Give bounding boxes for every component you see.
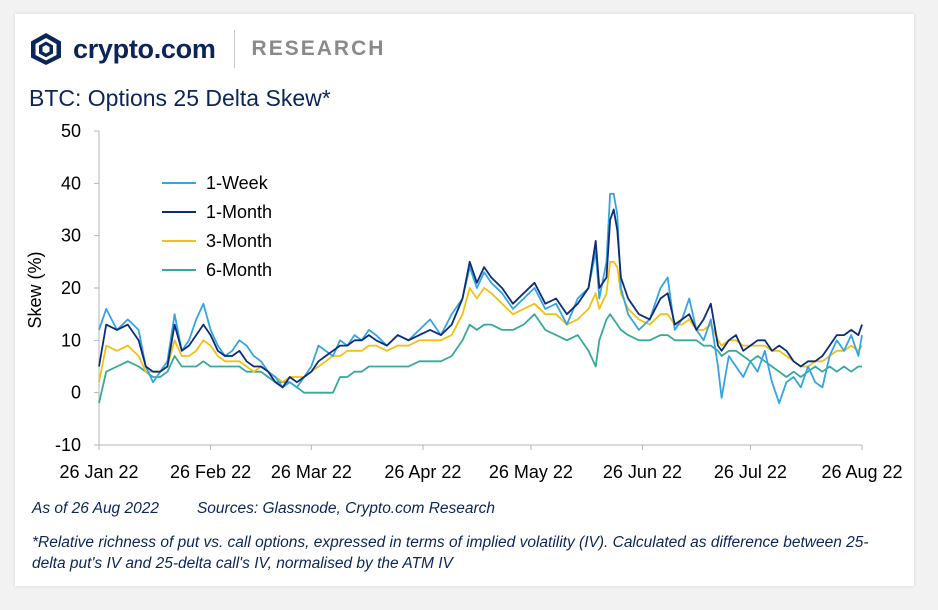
x-tick-label: 26 May 22 bbox=[489, 462, 573, 482]
crypto-com-logo-icon bbox=[31, 33, 61, 65]
y-axis-label: Skew (%) bbox=[25, 251, 45, 328]
legend-label-6-month: 6-Month bbox=[206, 260, 272, 280]
series-line-1-month bbox=[98, 208, 863, 389]
legend-label-1-month: 1-Month bbox=[206, 202, 272, 222]
chart-title: BTC: Options 25 Delta Skew* bbox=[29, 85, 331, 111]
chart-card bbox=[15, 14, 914, 586]
legend-label-3-month: 3-Month bbox=[206, 231, 272, 251]
y-tick-label: 0 bbox=[71, 383, 81, 403]
series-line-3-month bbox=[98, 260, 863, 384]
y-tick-label: 10 bbox=[61, 330, 81, 350]
legend-label-1-week: 1-Week bbox=[206, 173, 269, 193]
brand-name: crypto.com bbox=[73, 33, 216, 64]
axes: -10 0 10 20 30 40 50 26 Jan 22 26 Feb 22 26 Mar 2… bbox=[55, 121, 903, 482]
y-tick-label: 50 bbox=[61, 121, 81, 141]
y-tick-label: 30 bbox=[61, 226, 81, 246]
brand-section-label: RESEARCH bbox=[251, 37, 386, 60]
y-tick-label: 20 bbox=[61, 278, 81, 298]
x-tick-label: 26 Feb 22 bbox=[170, 462, 251, 482]
x-tick-label: 26 Jan 22 bbox=[59, 462, 138, 482]
x-tick-label: 26 Jul 22 bbox=[714, 462, 787, 482]
x-tick-label: 26 Jun 22 bbox=[603, 462, 682, 482]
x-tick-label: 26 Mar 22 bbox=[271, 462, 352, 482]
x-tick-label: 26 Apr 22 bbox=[384, 462, 461, 482]
footnote-source-line: As of 26 Aug 2022 Sources: Glassnode, Cry… bbox=[32, 500, 495, 518]
footnote-definition: *Relative richness of put vs. call optio… bbox=[32, 534, 869, 572]
as-of-date: As of 26 Aug 2022 bbox=[32, 500, 159, 517]
y-tick-label: 40 bbox=[61, 173, 81, 193]
legend: 1-Week 1-Month 3-Month 6-Month bbox=[162, 173, 272, 280]
series-line-1-week bbox=[98, 192, 863, 404]
sources-text: Sources: Glassnode, Crypto.com Research bbox=[196, 500, 496, 517]
header-divider bbox=[233, 30, 235, 68]
x-tick-label: 26 Aug 22 bbox=[821, 462, 902, 482]
series-line-6-month bbox=[98, 313, 862, 404]
brand-header: crypto.com RESEARCH bbox=[29, 29, 385, 69]
y-tick-label: -10 bbox=[55, 435, 81, 455]
series-lines bbox=[98, 192, 863, 404]
